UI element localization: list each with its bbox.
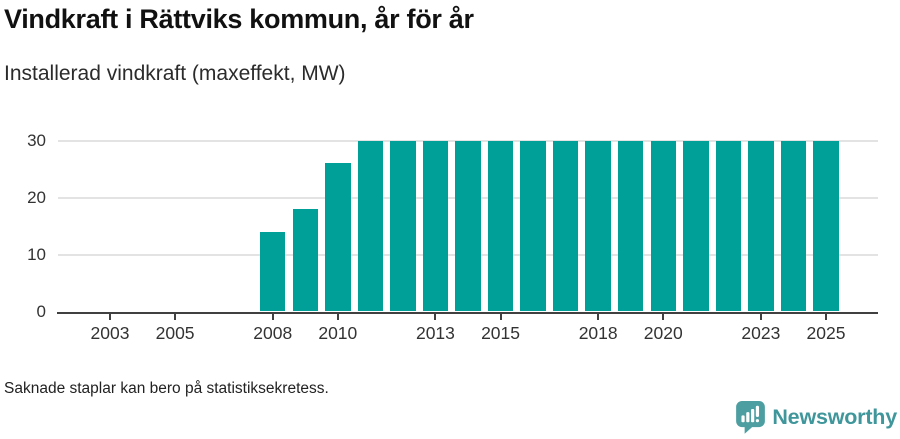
x-axis-line: [57, 311, 878, 314]
bar-2021: [683, 140, 709, 312]
bar-2013: [422, 140, 449, 312]
x-label-2010: 2010: [318, 323, 358, 343]
bar-2012: [390, 140, 416, 312]
bar-2023: [748, 140, 774, 312]
bar-2022: [715, 140, 742, 312]
x-tick-2010: [336, 314, 339, 320]
y-label-10: 10: [27, 244, 46, 264]
bar-2008: [259, 231, 286, 312]
x-label-2005: 2005: [155, 323, 195, 343]
x-label-2020: 2020: [643, 323, 683, 343]
brand-logo: Newsworthy: [736, 401, 897, 434]
bar-2009: [292, 208, 319, 312]
chart-subtitle: Installerad vindkraft (maxeffekt, MW): [4, 62, 346, 85]
bar-2016: [520, 140, 546, 312]
y-label-20: 20: [27, 187, 46, 207]
bar-2020: [650, 140, 676, 312]
x-tick-2005: [174, 314, 177, 320]
chart-title: Vindkraft i Rättviks kommun, år för år: [4, 4, 474, 34]
bar-2025: [813, 140, 839, 312]
x-label-2023: 2023: [741, 323, 781, 343]
brand-name: Newsworthy: [772, 405, 897, 429]
x-label-2018: 2018: [578, 323, 618, 343]
bar-2024: [780, 140, 807, 312]
y-label-30: 30: [27, 130, 46, 150]
x-label-2025: 2025: [806, 323, 846, 343]
x-label-2013: 2013: [415, 323, 455, 343]
x-tick-2013: [434, 314, 437, 320]
x-tick-2023: [759, 314, 762, 320]
x-tick-2008: [271, 314, 274, 320]
y-label-0: 0: [36, 301, 46, 321]
bar-2011: [357, 140, 384, 312]
footnote: Saknade staplar kan bero på statistiksek…: [4, 380, 329, 397]
x-tick-2018: [597, 314, 600, 320]
bar-2019: [617, 140, 644, 312]
x-tick-2020: [662, 314, 665, 320]
x-tick-2015: [499, 314, 502, 320]
x-label-2015: 2015: [481, 323, 520, 343]
bar-2014: [455, 140, 481, 312]
bar-2015: [487, 140, 514, 312]
x-tick-2025: [824, 314, 827, 320]
x-label-2003: 2003: [90, 323, 130, 343]
x-label-2008: 2008: [253, 323, 293, 343]
bar-2018: [585, 140, 611, 312]
bar-2010: [325, 163, 351, 312]
newsworthy-icon: [736, 401, 766, 434]
x-tick-2003: [109, 314, 111, 320]
bar-2017: [552, 140, 579, 312]
